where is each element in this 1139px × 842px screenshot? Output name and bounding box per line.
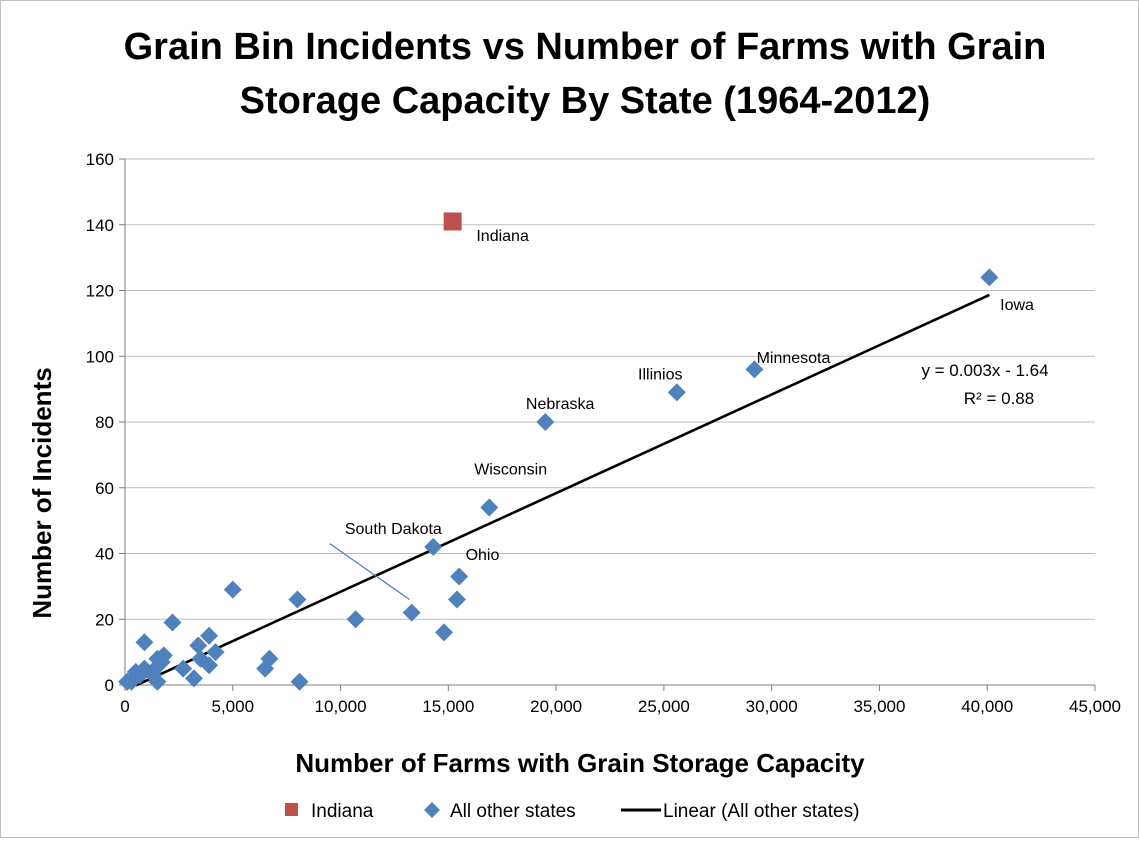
legend-other-states-marker bbox=[424, 802, 440, 818]
trendline-r-squared: R² = 0.88 bbox=[964, 389, 1034, 408]
chart-title-line-2: Storage Capacity By State (1964-2012) bbox=[240, 80, 931, 122]
x-tick-label: 20,000 bbox=[530, 697, 582, 716]
data-point-other-state bbox=[536, 413, 555, 431]
x-tick-label: 5,000 bbox=[212, 697, 255, 716]
trendline-equation: y = 0.003x - 1.64 bbox=[921, 361, 1048, 380]
data-point-other-state bbox=[189, 636, 208, 655]
data-point-other-state bbox=[135, 633, 154, 652]
x-tick-label: 35,000 bbox=[853, 697, 905, 716]
chart-title: Grain Bin Incidents vs Number of Farms w… bbox=[124, 26, 1047, 122]
y-tick-label: 160 bbox=[86, 150, 114, 169]
data-point-other-state bbox=[980, 268, 999, 287]
x-tick-label: 40,000 bbox=[961, 697, 1013, 716]
annotation-indiana: Indiana bbox=[476, 228, 529, 245]
data-point-other-state bbox=[480, 498, 499, 517]
gridlines bbox=[125, 158, 1095, 620]
y-axis-title: Number of Incidents bbox=[27, 367, 57, 618]
data-point-other-state bbox=[223, 580, 242, 599]
data-point-other-state bbox=[288, 590, 307, 609]
x-tick-label: 25,000 bbox=[638, 697, 690, 716]
x-tick-labels: 0 5,000 10,000 15,000 20,000 25,000 30,000 35,0… bbox=[120, 697, 1121, 716]
trendline-equation-box: y = 0.003x - 1.64 R² = 0.88 bbox=[921, 361, 1048, 408]
y-tick-labels: 0 20 40 60 80 100 120 140 160 bbox=[86, 150, 114, 695]
trendline-layer bbox=[135, 293, 990, 687]
data-point-other-state bbox=[184, 669, 203, 688]
data-point-other-state bbox=[191, 649, 210, 668]
axes bbox=[119, 158, 1096, 691]
data-point-other-state bbox=[402, 603, 421, 622]
trendline bbox=[135, 293, 990, 687]
data-point-other-state bbox=[163, 613, 182, 632]
data-point-other-state bbox=[450, 567, 469, 586]
legend-other-states-label: All other states bbox=[450, 801, 576, 822]
annotation-nebraska: Nebraska bbox=[526, 396, 595, 413]
x-tick-label: 30,000 bbox=[746, 697, 798, 716]
y-tick-label: 100 bbox=[86, 347, 114, 366]
data-point-other-state bbox=[148, 672, 167, 691]
south-dakota-leader-line bbox=[329, 543, 410, 601]
data-point-other-state bbox=[435, 623, 454, 642]
legend-indiana-marker bbox=[285, 803, 298, 816]
x-tick-label: 10,000 bbox=[315, 697, 367, 716]
x-tick-label: 0 bbox=[120, 697, 129, 716]
data-point-other-state bbox=[745, 360, 764, 379]
data-point-other-state bbox=[174, 659, 193, 678]
data-point-other-state bbox=[424, 537, 443, 556]
x-tick-label: 45,000 bbox=[1069, 697, 1121, 716]
annotation-illinios: Illinios bbox=[638, 366, 682, 383]
annotation-minnesota: Minnesota bbox=[757, 350, 831, 367]
data-point-other-state bbox=[118, 672, 137, 691]
annotation-iowa: Iowa bbox=[1000, 297, 1034, 314]
y-tick-label: 40 bbox=[95, 545, 114, 564]
y-tick-label: 0 bbox=[105, 676, 114, 695]
data-point-other-state bbox=[667, 383, 686, 402]
data-point-other-state bbox=[200, 626, 219, 645]
y-tick-label: 20 bbox=[95, 610, 114, 629]
data-point-other-state bbox=[447, 590, 466, 609]
x-tick-label: 15,000 bbox=[422, 697, 474, 716]
data-points bbox=[118, 212, 999, 691]
y-tick-label: 80 bbox=[95, 413, 114, 432]
data-point-other-state bbox=[346, 610, 365, 629]
annotation-ohio: Ohio bbox=[466, 547, 500, 564]
legend: Indiana All other states Linear (All oth… bbox=[285, 801, 859, 822]
data-point-other-state bbox=[206, 643, 225, 662]
y-tick-label: 120 bbox=[86, 282, 114, 301]
data-point-other-state bbox=[290, 672, 309, 691]
chart-title-line-1: Grain Bin Incidents vs Number of Farms w… bbox=[124, 26, 1047, 68]
y-tick-label: 140 bbox=[86, 216, 114, 235]
legend-indiana-label: Indiana bbox=[311, 801, 374, 822]
x-axis-title: Number of Farms with Grain Storage Capac… bbox=[295, 748, 865, 778]
data-point-other-state bbox=[256, 659, 275, 678]
annotation-south-dakota: South Dakota bbox=[345, 521, 442, 538]
legend-linear-label: Linear (All other states) bbox=[663, 801, 859, 822]
annotation-wisconsin: Wisconsin bbox=[474, 462, 547, 479]
data-point-indiana bbox=[443, 212, 462, 231]
data-annotations: Indiana Iowa Minnesota Illinios Nebraska Wisc… bbox=[329, 228, 1034, 601]
y-tick-label: 60 bbox=[95, 479, 114, 498]
